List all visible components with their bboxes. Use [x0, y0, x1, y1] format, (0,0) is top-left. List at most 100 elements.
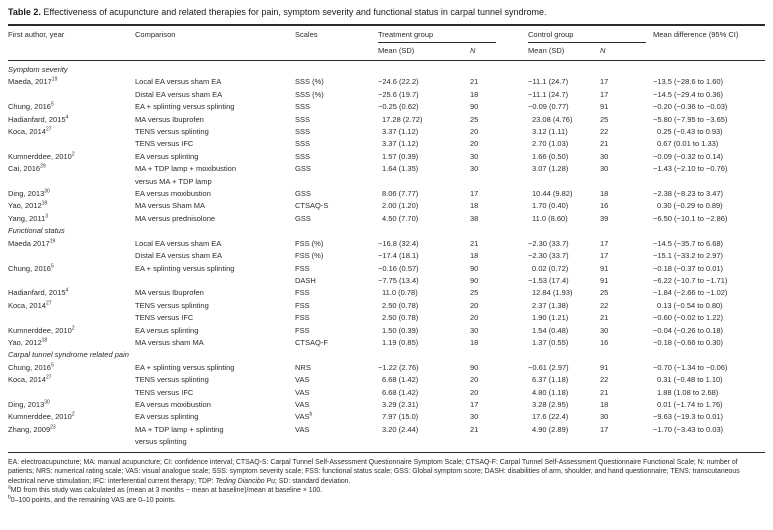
mean-difference: 0.31 (−0.48 to 1.10): [657, 375, 723, 385]
control-mean-sd: 12.84 (1.93): [532, 288, 573, 298]
treatment-mean-sd: 4.50 (7.70): [382, 213, 419, 223]
comparison-line: EA versus splinting: [135, 325, 199, 335]
footnote-b-text: 0–100 points, and the remaining VAS are …: [10, 496, 176, 504]
treatment-group-label: Treatment group: [378, 26, 496, 43]
author-year: Koca, 2014: [8, 127, 46, 137]
author-year: Cai, 2016: [8, 164, 41, 174]
treatment-mean-sd: 1.64 (1.35): [382, 164, 419, 174]
col-control-group: Control group: [528, 25, 653, 43]
table-body: Symptom severity Maeda, 201719 Local EA ve…: [8, 61, 765, 453]
reference-number: 2: [71, 151, 75, 158]
comparison-line: MA + TDP lamp + splinting: [135, 424, 224, 434]
treatment-mean-sd: 3.37 (1.12): [382, 127, 419, 137]
treatment-mean-sd: 2.00 (1.20): [382, 201, 419, 211]
scale-cell: SSS: [295, 101, 378, 113]
scale-name: VAS: [295, 387, 310, 397]
table-row: Chung, 20165 EA + splinting versus splint…: [8, 362, 765, 374]
comparison-cell: Distal EA versus sham EA: [135, 89, 295, 101]
scale-name: VAS: [295, 424, 310, 434]
comparison-cell: EA versus splinting: [135, 151, 295, 163]
comparison-line: MA versus Ibuprofen: [135, 288, 204, 298]
comparison-line: TENS versus IFC: [135, 313, 194, 323]
author-year: Kumnerddee, 2010: [8, 412, 72, 422]
author-year: Hadianfard, 2015: [8, 114, 66, 124]
table-row: Distal EA versus sham EA FSS (%) −17.4 (18…: [8, 250, 765, 262]
comparison-line: EA versus splinting: [135, 412, 199, 422]
author-year-cell: Koca, 201427: [8, 300, 135, 312]
treatment-mean-sd: 11.0 (0.78): [382, 288, 418, 298]
treatment-mean-sd: 17.28 (2.72): [382, 114, 423, 124]
reference-number: 4: [65, 114, 69, 121]
scale-name: SSS: [295, 151, 311, 161]
reference-number: 4: [65, 287, 69, 294]
treatment-mean-sd: 6.68 (1.42): [382, 387, 419, 397]
author-year-cell: Chung, 20165: [8, 263, 135, 275]
treatment-mean-sd: −0.25 (0.62): [378, 102, 419, 112]
control-n: 91: [600, 263, 609, 273]
control-n: 30: [600, 325, 609, 335]
control-mean-sd: 2.70 (1.03): [532, 139, 569, 149]
scale-name: CTSAQ-S: [295, 201, 329, 211]
scale-name: GSS: [295, 164, 311, 174]
comparison-cell: Local EA versus sham EA: [135, 238, 295, 250]
reference-number: 18: [41, 200, 48, 207]
control-mean-sd: 3.12 (1.11): [532, 127, 568, 137]
treatment-n: 20: [470, 375, 479, 385]
control-n: 17: [600, 251, 609, 261]
col-first-author-year: First author, year: [8, 25, 135, 61]
scale-cell: FSS (%): [295, 238, 378, 250]
treatment-n: 30: [470, 151, 479, 161]
scale-cell: FSS: [295, 263, 378, 275]
scale-cell: SSS (%): [295, 76, 378, 88]
control-mean-sd: 1.66 (0.50): [532, 151, 569, 161]
reference-number: 5: [50, 362, 54, 369]
treatment-n: 17: [470, 189, 479, 199]
reference-number: 2: [71, 325, 75, 332]
scale-name: GSS: [295, 189, 311, 199]
comparison-cell: EA versus splinting: [135, 325, 295, 337]
reference-number: 29: [40, 163, 46, 170]
comparison-cell: EA + splinting versus splinting: [135, 101, 295, 113]
scale-cell: FSS: [295, 300, 378, 312]
table-row: Cai, 201629 MA + TDP lamp + moxibustion ve…: [8, 163, 765, 188]
reference-number: 27: [45, 374, 52, 381]
author-year-cell: Hadianfard, 20154: [8, 287, 135, 299]
scale-cell: CTSAQ-S: [295, 200, 378, 212]
control-n: 18: [600, 189, 609, 199]
author-year-cell: Zhang, 200923: [8, 423, 135, 453]
author-year-cell: Maeda 201719: [8, 238, 135, 250]
scale-cell: SSS: [295, 114, 378, 126]
control-mean-sd: −2.30 (33.7): [528, 251, 569, 261]
control-n: 17: [600, 89, 609, 99]
mean-difference: −6.50 (−10.1 to −2.86): [653, 213, 728, 223]
control-n: 22: [600, 375, 609, 385]
author-year-cell: Hadianfard, 20154: [8, 114, 135, 126]
treatment-n: 20: [470, 300, 479, 310]
table-row: TENS versus IFC SSS 3.37 (1.12) 20 2.70 (1.0…: [8, 138, 765, 150]
author-year-cell: [8, 89, 135, 101]
comparison-cell: TENS versus splinting: [135, 300, 295, 312]
footnote-a-marker: a: [8, 485, 11, 492]
author-year: Yao, 2012: [8, 337, 42, 347]
author-year-cell: [8, 250, 135, 262]
control-mean-sd: 2.37 (1.38): [532, 300, 569, 310]
comparison-cell: Distal EA versus sham EA: [135, 250, 295, 262]
section-row: Symptom severity: [8, 61, 765, 77]
treatment-mean-sd: 1.19 (0.85): [382, 337, 419, 347]
scale-cell: GSS: [295, 188, 378, 200]
author-year: Yang, 2011: [8, 213, 46, 223]
author-year: Chung, 2016: [8, 362, 51, 372]
scale-name: FSS (%): [295, 238, 324, 248]
mean-difference: −0.18 (−0.37 to 0.01): [653, 263, 724, 273]
mean-difference: −2.38 (−8.23 to 3.47): [653, 189, 724, 199]
table-row: Kumnerddee, 20102 EA versus splinting SSS 1…: [8, 151, 765, 163]
scale-name: SSS: [295, 102, 311, 112]
scale-cell: VAS: [295, 387, 378, 399]
table-row: DASH −7.75 (13.4) 90 −1.53 (17.4) 91 −6.22 (−…: [8, 275, 765, 287]
treatment-mean-sd: 3.37 (1.12): [382, 139, 419, 149]
control-mean-sd: −1.53 (17.4): [528, 275, 569, 285]
treatment-n: 18: [470, 89, 479, 99]
table-caption: Table 2. Effectiveness of acupuncture an…: [8, 7, 765, 17]
control-n: 16: [600, 337, 609, 347]
reference-number: 27: [45, 126, 52, 133]
